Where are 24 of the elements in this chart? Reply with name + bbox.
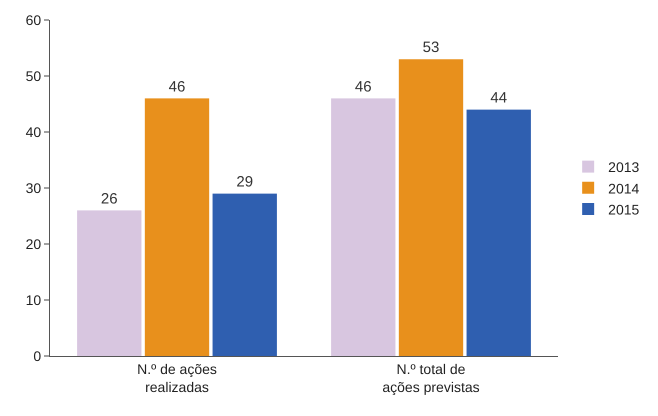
data-label: 53 (422, 39, 440, 56)
y-tick-label: 20 (26, 236, 42, 252)
bar (466, 110, 531, 356)
data-label: 29 (236, 174, 254, 191)
y-tick-label: 60 (26, 12, 42, 28)
x-tick-label: N.º total de ações previstas (382, 360, 480, 395)
x-tick-label: N.º de ações realizadas (137, 360, 217, 395)
y-tick-label: 10 (26, 292, 42, 308)
y-tick-label: 50 (26, 68, 42, 84)
legend-label: 2014 (608, 180, 640, 196)
y-tick-label: 0 (33, 348, 42, 364)
y-tick-label: 30 (26, 180, 42, 196)
data-label: 44 (490, 90, 508, 107)
bar (331, 98, 396, 356)
data-label: 46 (168, 78, 186, 96)
bar (77, 210, 142, 356)
data-label: 46 (354, 78, 372, 96)
data-label: 26 (100, 190, 118, 208)
bar (144, 98, 210, 356)
legend-label: 2013 (608, 159, 640, 176)
legend-label: 2015 (608, 201, 640, 218)
y-tick-label: 40 (26, 124, 42, 140)
bar (398, 59, 464, 356)
bar (212, 194, 277, 356)
